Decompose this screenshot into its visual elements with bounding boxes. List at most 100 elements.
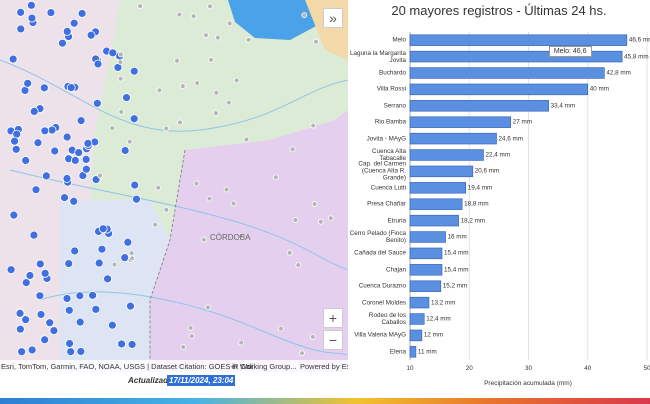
station-marker: [64, 305, 74, 315]
station-marker: [21, 278, 31, 288]
station-marker: [69, 18, 79, 28]
value-label: 42,8 mm: [606, 69, 631, 77]
station-marker: [120, 146, 130, 155]
bar: [409, 231, 446, 243]
gauge-marker: [205, 304, 211, 311]
gauge-marker: [129, 255, 136, 262]
station-marker: [129, 114, 139, 124]
station-marker: [35, 291, 45, 301]
y-tick-label: Jovita - MAyG: [366, 135, 406, 143]
map-lake: [228, 0, 318, 40]
tooltip: Melo: 46,6: [548, 46, 592, 58]
value-label: 45,8 mm: [624, 53, 649, 61]
bar: [409, 198, 463, 210]
map[interactable]: CÓRDOBA Esri, TomTom, Garmin, FAO, NOAA,…: [0, 0, 348, 372]
updated-value: 17/11/2024, 23:04: [167, 375, 236, 386]
bar: [409, 346, 417, 358]
gauge-marker: [278, 325, 284, 332]
bar: [409, 132, 497, 145]
gauge-marker: [97, 172, 103, 179]
chart-title: 20 mayores registros - Últimas 24 hs.: [391, 3, 607, 18]
station-markers: [6, 0, 334, 357]
gauge-marker: [202, 32, 209, 39]
collapse-button[interactable]: »: [323, 8, 343, 28]
zoom-out[interactable]: −: [323, 330, 343, 350]
y-tick-label: Rio Bamba: [374, 118, 406, 126]
region-label: CÓRDOBA: [210, 233, 251, 242]
station-marker: [10, 136, 19, 146]
station-marker: [74, 148, 84, 157]
footer-stripe: [0, 398, 650, 404]
station-marker: [86, 30, 96, 40]
station-marker: [40, 126, 50, 136]
x-tick-label: 40: [584, 365, 592, 372]
y-tick-label: Coronel Moldes: [361, 299, 406, 307]
station-marker: [97, 244, 107, 254]
bar: [409, 247, 443, 260]
station-marker: [70, 246, 80, 256]
y-tick-label: Cap. del Carmen (Cuenca Alta R. Grande): [358, 160, 406, 182]
station-marker: [9, 210, 19, 220]
station-marker: [50, 146, 60, 156]
y-tick-label: Laguna la Margarita Jovita: [349, 49, 406, 64]
station-marker: [8, 54, 18, 64]
station-marker: [83, 138, 93, 148]
bar: [409, 165, 474, 178]
y-tick-label: Melo: [392, 36, 406, 44]
river: [0, 59, 348, 132]
gauge-marker: [128, 250, 135, 257]
station-marker: [40, 268, 50, 278]
gauge-marker: [286, 249, 293, 256]
gauge-marker: [118, 108, 125, 115]
x-tick-label: 30: [524, 365, 533, 372]
station-marker: [35, 259, 45, 269]
gauge-marker: [111, 261, 118, 268]
value-label: 19,4 mm: [467, 184, 493, 192]
station-marker: [93, 59, 103, 69]
bar: [409, 296, 430, 309]
gauge-marker: [212, 110, 219, 117]
y-tick-label: Chajan: [386, 266, 406, 274]
x-tick-label: 50: [643, 365, 650, 372]
gauge-marker: [152, 221, 159, 228]
station-marker: [45, 318, 55, 328]
bar: [409, 83, 589, 96]
gauge-marker: [190, 13, 197, 20]
gauge-marker: [295, 262, 302, 269]
map-province: [150, 110, 348, 372]
station-marker: [132, 194, 141, 204]
river: [9, 169, 348, 271]
value-label: 13,2 mm: [430, 299, 456, 307]
y-tick-label: Cuenca Alta Tabacalle: [372, 148, 406, 162]
y-tick-label: Rodeo de los Caballos: [368, 312, 406, 326]
station-marker: [58, 38, 67, 48]
map-south: [60, 200, 170, 372]
station-marker: [62, 174, 72, 183]
value-label: 22,4 mm: [485, 151, 510, 159]
gauge-marker: [226, 20, 233, 27]
bar: [409, 280, 442, 292]
gauge-marker: [237, 233, 244, 240]
station-marker: [49, 326, 59, 335]
zoom-in[interactable]: +: [323, 308, 343, 328]
attribution: Esri, TomTom, Garmin, FAO, NOAA, USGS | …: [1, 362, 254, 371]
gauge-marker: [301, 12, 308, 19]
station-marker: [29, 230, 39, 240]
y-tick-label: Villa Rossi: [376, 85, 406, 93]
value-label: 15,4 mm: [443, 266, 469, 274]
gauge-marker: [179, 83, 186, 90]
value-label: 16 mm: [447, 233, 467, 241]
station-marker: [130, 180, 140, 190]
value-label: 24,6 mm: [498, 135, 524, 143]
gauge-marker: [289, 146, 296, 153]
gauge-marker: [109, 125, 116, 132]
y-tick-label: Serrano: [383, 102, 406, 110]
gauge-marker: [200, 236, 207, 243]
gauge-marker: [137, 3, 144, 9]
value-label: 12 mm: [423, 331, 444, 339]
station-marker: [15, 308, 25, 318]
station-marker: [11, 144, 21, 154]
value-label: 27 mm: [512, 118, 532, 126]
bar: [409, 50, 623, 63]
bar: [409, 67, 605, 79]
